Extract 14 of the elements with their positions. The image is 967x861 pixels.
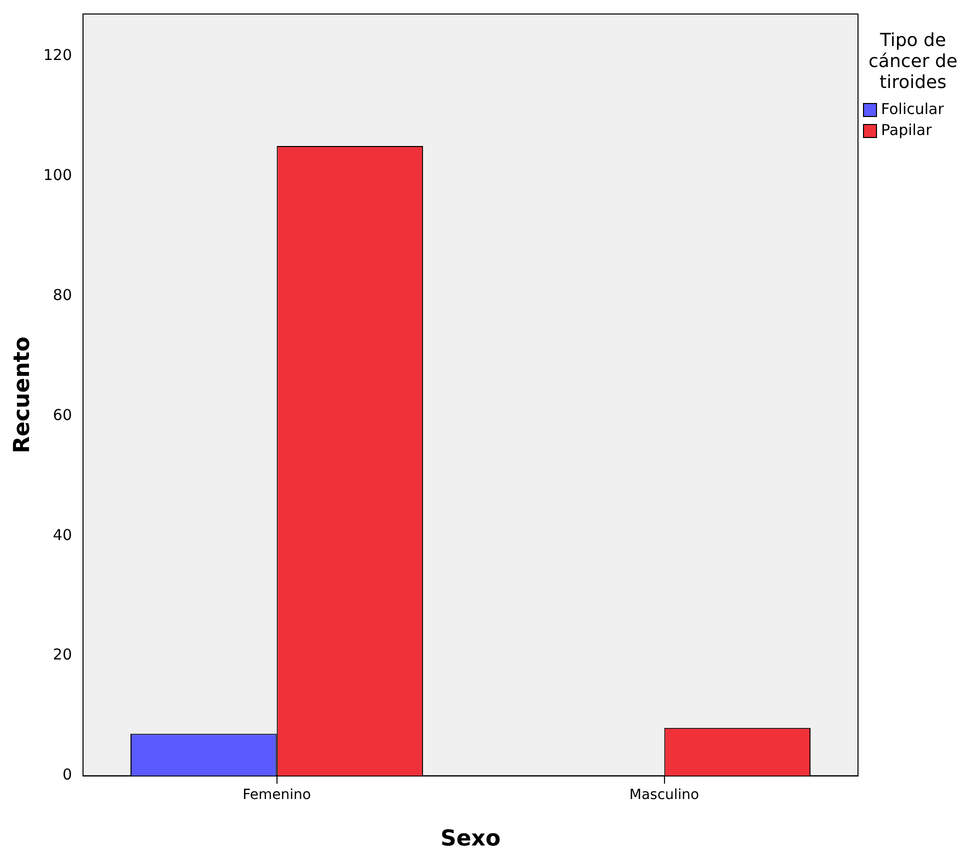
legend-label: Papilar (881, 120, 932, 141)
x-tick-label: Femenino (242, 786, 311, 803)
legend-label: Folicular (881, 99, 944, 120)
x-tick-label: Masculino (629, 786, 700, 803)
x-axis-title: Sexo (440, 826, 501, 852)
y-tick-label: 20 (52, 646, 72, 664)
y-tick-label: 60 (52, 406, 72, 424)
y-tick-label: 40 (52, 526, 72, 544)
legend-title: Tipo de cáncer de tiroides (868, 30, 958, 93)
y-axis-title: Recuento (10, 336, 35, 454)
y-tick-label: 80 (52, 286, 72, 304)
y-tick-label: 100 (43, 166, 72, 184)
y-tick-label: 120 (43, 46, 72, 64)
y-tick-label: 0 (62, 766, 72, 784)
